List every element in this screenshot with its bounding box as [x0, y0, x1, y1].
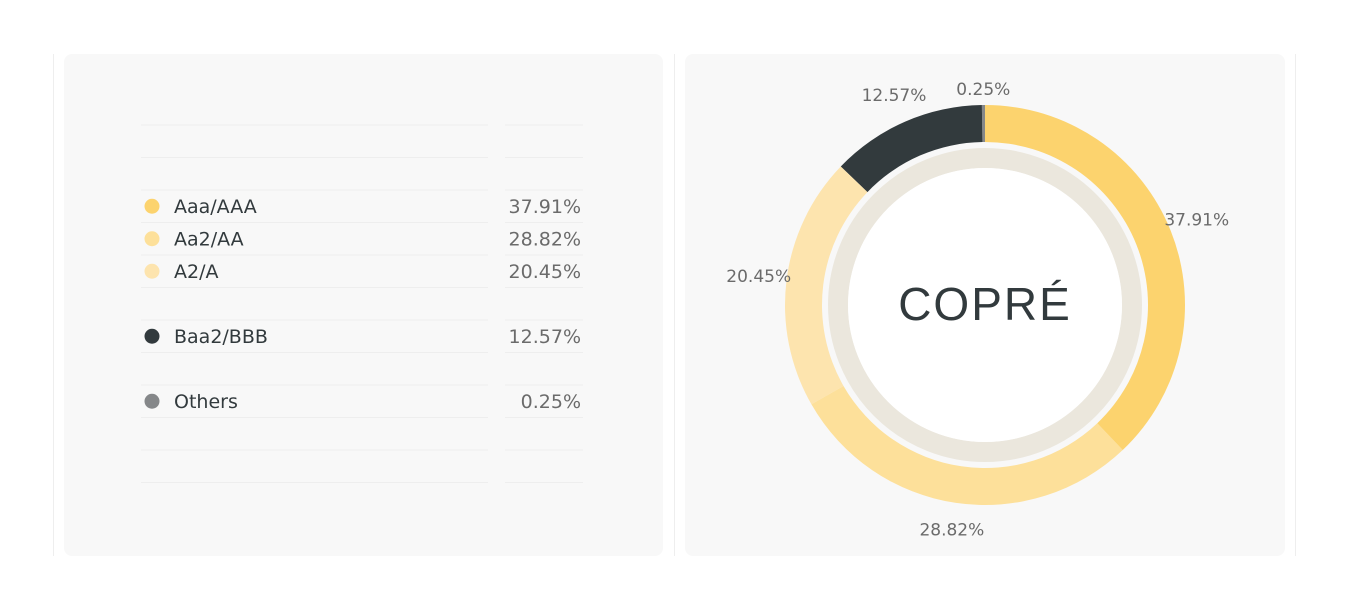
donut-slice: [784, 166, 868, 405]
slice-label: 28.82%: [919, 521, 984, 541]
slice-label: 12.57%: [862, 86, 927, 106]
center-disc: [848, 168, 1122, 442]
slice-label: 37.91%: [1164, 210, 1229, 230]
legend-value: 12.57%: [509, 326, 581, 348]
legend-swatch: [144, 393, 160, 409]
legend-swatch: [144, 198, 160, 214]
legend-swatch: [144, 263, 160, 279]
legend-panel: [64, 54, 663, 556]
slice-label: 20.45%: [726, 267, 791, 287]
donut-slice: [981, 105, 985, 143]
donut-slice: [985, 105, 1185, 451]
legend-label: Baa2/BBB: [174, 326, 268, 348]
legend-value: 0.25%: [521, 391, 581, 413]
legend-label: Others: [174, 391, 238, 413]
legend-label: Aa2/AA: [174, 228, 244, 250]
slice-label: 0.25%: [956, 80, 1010, 100]
legend-label: A2/A: [174, 261, 219, 283]
legend-swatch: [144, 328, 160, 344]
donut: COPRÉ 37.91% 28.82% 20.45% 12.57% 0.25%: [726, 80, 1229, 541]
donut-slice: [840, 105, 983, 193]
center-logo: COPRÉ: [898, 278, 1072, 330]
legend-value: 20.45%: [509, 261, 581, 283]
legend-value: 28.82%: [509, 228, 581, 250]
legend-table: Aaa/AAA 37.91% Aa2/AA 28.82% A2/A 20.45% Baa2/…: [141, 124, 583, 483]
inner-ring: [828, 148, 1142, 462]
legend-label: Aaa/AAA: [174, 196, 257, 218]
legend-swatch: [144, 231, 160, 247]
donut-slice: [811, 385, 1123, 505]
legend-value: 37.91%: [509, 196, 581, 218]
